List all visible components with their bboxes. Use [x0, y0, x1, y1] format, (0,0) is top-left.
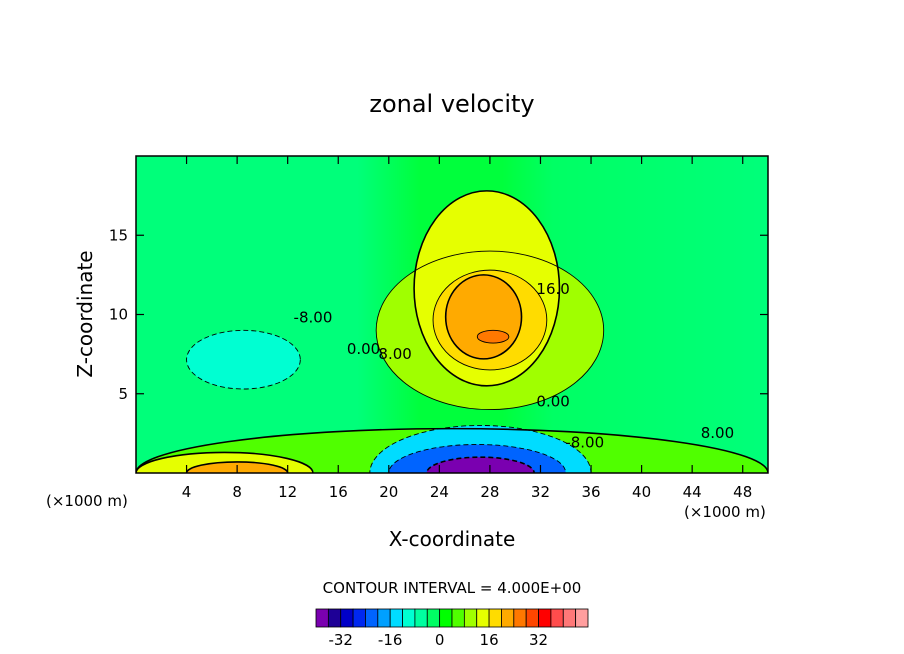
contour-line [186, 329, 301, 390]
x-tick-label: 4 [182, 483, 192, 501]
contour-label: 8.00 [701, 424, 734, 442]
colorbar-swatch [575, 608, 589, 628]
x-tick-label: 48 [733, 483, 752, 501]
colorbar-swatch [402, 608, 416, 628]
contour-label: -8.00 [565, 434, 604, 452]
x-tick-label: 24 [430, 483, 449, 501]
colorbar: -32 -16 0 16 32 [315, 608, 589, 649]
contour-fill-region [186, 330, 301, 389]
colorbar-swatch [365, 608, 379, 628]
contour-fill-region [477, 330, 509, 344]
contour-line [369, 425, 592, 473]
x-axis: 4 8 12 16 20 24 28 32 36 40 44 48 [182, 156, 752, 501]
colorbar-swatch [426, 608, 441, 628]
contour-line [136, 427, 768, 473]
colorbar-swatch [439, 608, 453, 628]
plot-area [136, 156, 768, 473]
contour-line [476, 329, 510, 344]
contour-label: 16.0 [536, 280, 569, 298]
x-tick-label: 40 [632, 483, 651, 501]
contour-line [413, 190, 561, 387]
colorbar-swatch [513, 608, 527, 628]
colorbar-swatch [352, 608, 366, 628]
y-tick-label: 10 [109, 306, 128, 324]
colorbar-swatch [476, 608, 490, 628]
colorbar-swatch [562, 608, 577, 628]
y-tick-label: 5 [118, 385, 128, 403]
y-axis: 5 10 15 [109, 226, 768, 403]
colorbar-swatch [377, 608, 391, 628]
colorbar-tick-label: 0 [435, 631, 445, 649]
contour-line [444, 274, 523, 360]
colorbar-swatch [340, 608, 354, 628]
colorbar-tick-label: 32 [529, 631, 548, 649]
x-tick-label: 20 [379, 483, 398, 501]
x-tick-label: 12 [278, 483, 297, 501]
y-tick-label: 15 [109, 226, 128, 244]
x-tick-label: 28 [480, 483, 499, 501]
chart-title: zonal velocity [369, 90, 534, 118]
contour-label: 0.00 [536, 392, 569, 410]
x-tick-label: 36 [581, 483, 600, 501]
x-tick-label: 16 [329, 483, 348, 501]
colorbar-swatch [488, 608, 502, 628]
colorbar-swatch [525, 608, 539, 628]
colorbar-swatch [538, 608, 552, 628]
colorbar-swatch [327, 608, 342, 628]
colorbar-swatch [501, 608, 515, 628]
x-unit-right: (×1000 m) [684, 503, 766, 521]
colorbar-swatch [389, 608, 403, 628]
colorbar-tick-label: -32 [328, 631, 353, 649]
contour-label: 0.00 [347, 340, 380, 358]
colorbar-tick-label: 16 [480, 631, 499, 649]
x-tick-label: 32 [531, 483, 550, 501]
x-unit-left: (×1000 m) [46, 492, 128, 510]
colorbar-swatch [451, 608, 465, 628]
colorbar-swatch [414, 608, 428, 628]
contour-fill-region [426, 457, 535, 473]
x-tick-label: 8 [232, 483, 242, 501]
x-axis-label: X-coordinate [389, 527, 516, 551]
colorbar-tick-label: -16 [378, 631, 403, 649]
contour-label: -8.00 [294, 308, 333, 326]
contour-line [375, 250, 605, 411]
y-axis-label: Z-coordinate [73, 250, 97, 377]
contour-label: 8.00 [378, 345, 411, 363]
colorbar-swatch [315, 608, 329, 628]
colorbar-swatch [463, 608, 478, 628]
x-tick-label: 44 [683, 483, 702, 501]
colorbar-swatch [550, 608, 564, 628]
contour-interval-text: CONTOUR INTERVAL = 4.000E+00 [323, 579, 582, 597]
contour-field-layer [136, 190, 768, 473]
contour-line [432, 269, 548, 371]
